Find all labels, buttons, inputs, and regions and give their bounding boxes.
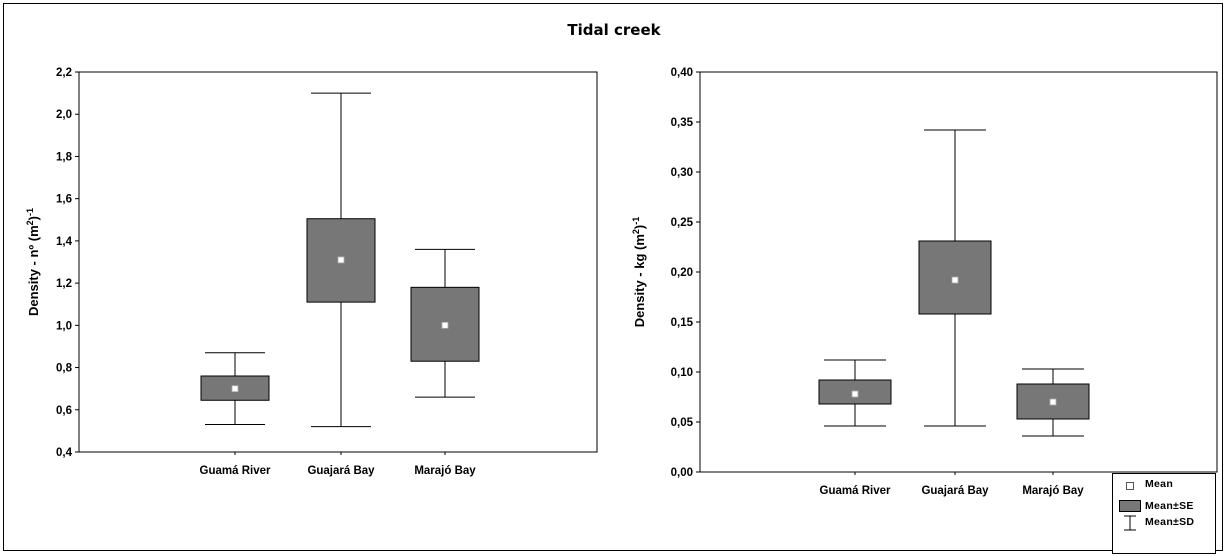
left-y-axis-label: Density - nº (m2)-1 <box>25 208 41 316</box>
left-y-tick-label: 1,4 <box>56 236 73 248</box>
right-y-tick-label: 0,20 <box>671 267 693 279</box>
se-box-icon <box>1119 500 1141 512</box>
legend-item-sd: Mean±SD <box>1113 514 1215 532</box>
right-y-axis-label: Density - kg (m2)-1 <box>631 217 647 328</box>
left-mean-point-guajar-bay <box>337 256 345 264</box>
right-mean-point-guajar-bay <box>951 276 959 284</box>
right-y-tick-label: 0,05 <box>671 417 694 429</box>
legend-item-se: Mean±SE <box>1113 498 1215 516</box>
left-y-tick-label: 0,6 <box>56 405 72 417</box>
left-y-tick-label: 1,2 <box>56 278 72 290</box>
left-y-tick-label: 1,8 <box>56 151 73 163</box>
left-y-tick-label: 2,0 <box>56 109 72 121</box>
right-y-tick-label: 0,40 <box>671 67 693 79</box>
figure-frame <box>3 3 1223 551</box>
right-y-tick-label: 0,25 <box>671 217 694 229</box>
left-x-tick-label-guam-river: Guamá River <box>200 465 271 477</box>
right-y-tick-label: 0,30 <box>671 167 693 179</box>
right-y-tick-label: 0,10 <box>671 367 693 379</box>
left-y-tick-label: 1,0 <box>56 320 72 332</box>
right-x-tick-label-maraj-bay: Marajó Bay <box>1022 485 1084 497</box>
right-mean-point-maraj-bay <box>1049 398 1057 406</box>
legend-item-mean: Mean <box>1113 476 1215 494</box>
left-y-tick-label: 2,2 <box>56 67 72 79</box>
right-x-tick-label-guam-river: Guamá River <box>820 485 891 497</box>
mean-marker-icon <box>1126 482 1134 490</box>
sd-whisker-icon <box>1124 515 1136 531</box>
left-y-tick-label: 0,4 <box>56 447 73 459</box>
left-plot-area <box>78 71 598 453</box>
legend-mean-label: Mean <box>1145 478 1174 490</box>
left-mean-point-maraj-bay <box>441 321 449 329</box>
left-y-tick-label: 1,6 <box>56 194 72 206</box>
left-x-tick-label-maraj-bay: Marajó Bay <box>414 465 476 477</box>
right-y-tick-label: 0,00 <box>671 467 693 479</box>
right-y-tick-label: 0,35 <box>671 117 694 129</box>
page-title: Tidal creek <box>567 21 661 39</box>
chart-legend: Mean Mean±SE Mean±SD <box>1112 473 1216 554</box>
right-se-box-guam-river <box>818 379 892 405</box>
legend-sd-label: Mean±SD <box>1145 516 1195 528</box>
right-mean-point-guam-river <box>851 390 859 398</box>
left-mean-point-guam-river <box>231 385 239 393</box>
right-y-tick-label: 0,15 <box>671 317 694 329</box>
left-x-tick-label-guajar-bay: Guajará Bay <box>307 465 375 477</box>
right-x-tick-label-guajar-bay: Guajará Bay <box>921 485 989 497</box>
legend-se-label: Mean±SE <box>1145 500 1194 512</box>
left-y-tick-label: 0,8 <box>56 363 73 375</box>
